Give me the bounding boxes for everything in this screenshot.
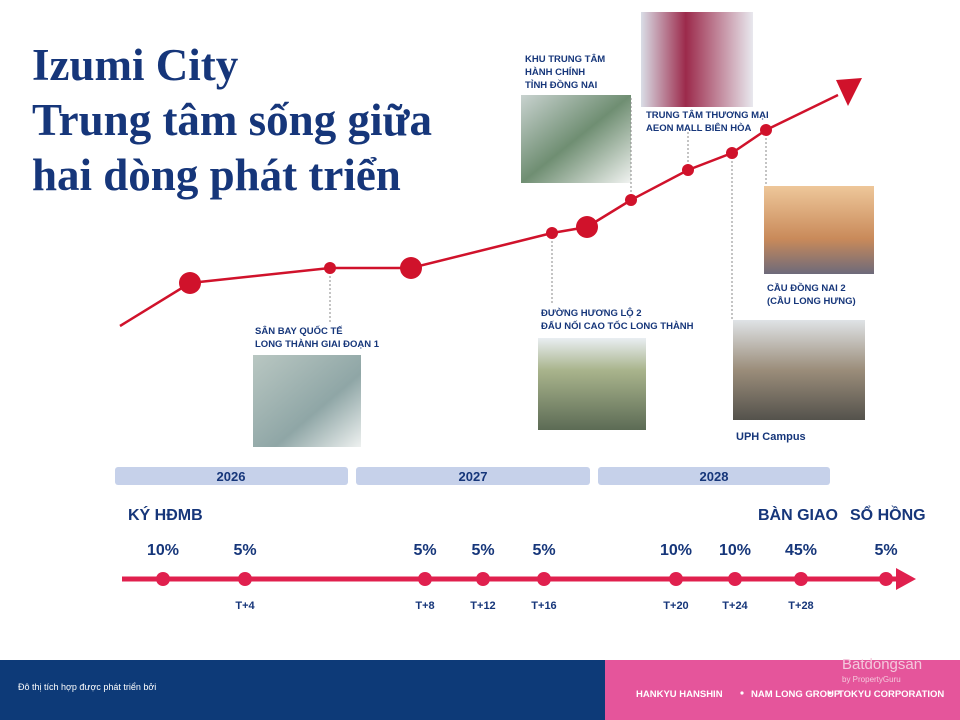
year-bar [598, 467, 830, 485]
dot [682, 164, 694, 176]
photo [764, 186, 874, 274]
payment-dot [537, 572, 551, 586]
caption: (CẦU LONG HƯNG) [767, 296, 856, 307]
photo [538, 338, 646, 430]
payment-term: T+20 [663, 600, 688, 612]
developer: HANKYU HANSHIN [636, 689, 723, 700]
payment-percent: 5% [532, 542, 555, 559]
payment-term: T+4 [235, 600, 255, 612]
growth-dots [179, 124, 772, 294]
payment-term: T+28 [788, 600, 813, 612]
dot [576, 216, 598, 238]
photo [641, 12, 753, 107]
year-label: 2026 [217, 469, 246, 484]
brand: Batdongsan [842, 656, 922, 673]
payment-dot [156, 572, 170, 586]
payment-dot [476, 572, 490, 586]
stage-label: KÝ HĐMB [128, 505, 203, 524]
payment-dot [794, 572, 808, 586]
payment-term: T+24 [722, 600, 748, 612]
caption: LONG THÀNH GIAI ĐOẠN 1 [255, 339, 380, 350]
year-label: 2028 [700, 469, 729, 484]
footer-note: Đô thị tích hợp được phát triển bởi [18, 682, 156, 692]
payment-term: T+8 [415, 600, 434, 612]
caption: SÂN BAY QUỐC TẾ [255, 325, 343, 337]
caption: HÀNH CHÍNH [525, 67, 585, 78]
caption: TRUNG TÂM THƯƠNG MẠI [646, 109, 769, 121]
stage-label: BÀN GIAO [758, 505, 838, 524]
footer-right [605, 660, 960, 720]
payment-percent: 5% [233, 542, 256, 559]
dot [546, 227, 558, 239]
payment-percent: 5% [874, 542, 897, 559]
caption: TỈNH ĐỒNG NAI [525, 79, 597, 91]
arrowhead [836, 78, 862, 106]
title-line: hai dòng phát triển [32, 150, 401, 200]
payment-percent: 10% [719, 542, 751, 559]
dot [400, 257, 422, 279]
caption: ĐƯỜNG HƯƠNG LỘ 2 [541, 307, 642, 319]
payment-term: T+12 [470, 600, 495, 612]
payment-dot [669, 572, 683, 586]
developer: NAM LONG GROUP [751, 689, 841, 700]
dot [625, 194, 637, 206]
caption: ĐẤU NỐI CAO TỐC LONG THÀNH [541, 320, 694, 332]
photo [521, 95, 631, 183]
payment-percent: 10% [147, 542, 179, 559]
caption: AEON MALL BIÊN HÒA [646, 122, 752, 134]
payment-percent: 5% [471, 542, 494, 559]
timeline-arrow [896, 568, 916, 590]
year-bar [356, 467, 590, 485]
title-line: Trung tâm sống giữa [32, 95, 432, 145]
dot [179, 272, 201, 294]
payment-dot [238, 572, 252, 586]
developer: TOKYU CORPORATION [838, 689, 944, 700]
dot [324, 262, 336, 274]
brand-sub: by PropertyGuru [842, 675, 901, 684]
separator [740, 691, 744, 695]
payment-term: T+16 [531, 600, 556, 612]
dot [726, 147, 738, 159]
payment-percent: 10% [660, 542, 692, 559]
footer-left [0, 660, 605, 720]
payments: 10% 5% T+4 5% T+8 5% T+12 5% T+16 10% T+20 10% T+24 4… [147, 542, 898, 612]
title-line: Izumi City [32, 40, 239, 90]
caption: CẦU ĐỒNG NAI 2 [767, 282, 846, 294]
payment-dot [879, 572, 893, 586]
payment-percent: 45% [785, 542, 817, 559]
stage-label: SỔ HỒNG [850, 505, 926, 524]
year-bar [115, 467, 348, 485]
dot [760, 124, 772, 136]
payment-dot [728, 572, 742, 586]
payment-dot [418, 572, 432, 586]
photo [253, 355, 361, 447]
year-label: 2027 [459, 469, 488, 484]
separator [828, 691, 832, 695]
caption: UPH Campus [736, 431, 806, 443]
caption: KHU TRUNG TÂM [525, 53, 605, 65]
photo [733, 320, 865, 420]
payment-percent: 5% [413, 542, 436, 559]
